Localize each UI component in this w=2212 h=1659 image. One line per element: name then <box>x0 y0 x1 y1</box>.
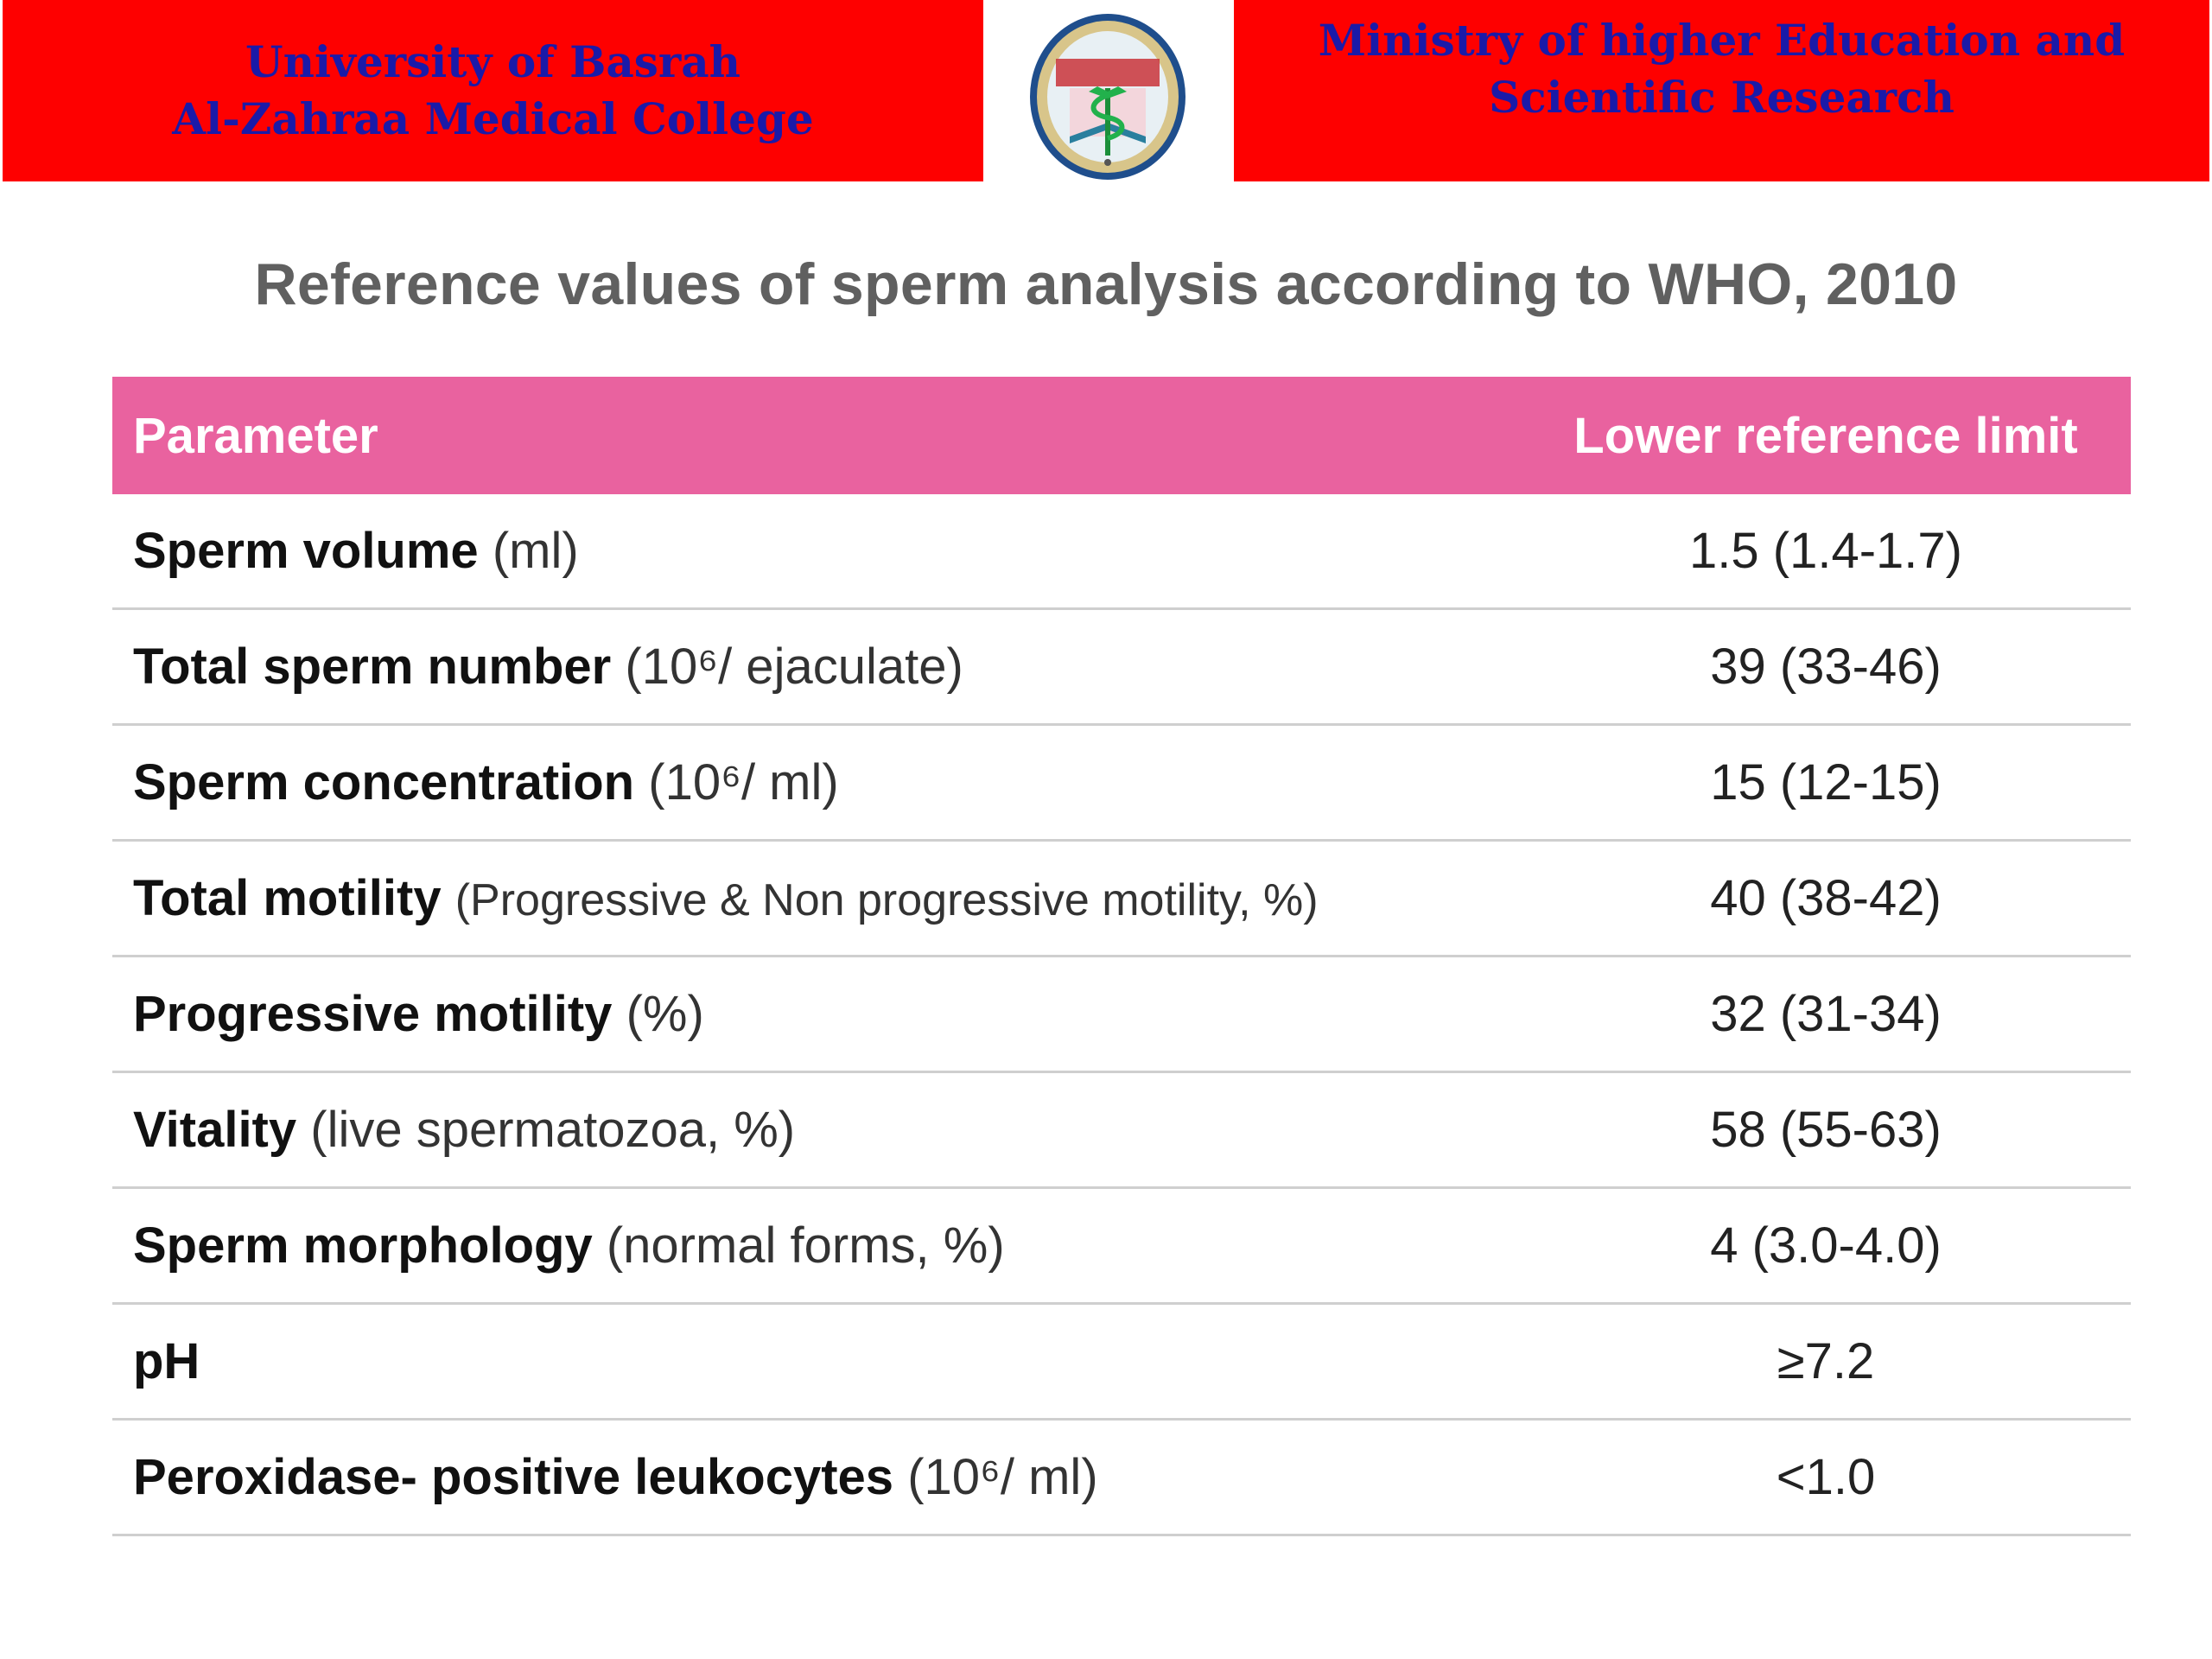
column-header-lower-limit: Lower reference limit <box>1573 407 2078 464</box>
reference-values-table: Parameter Lower reference limit Sperm vo… <box>112 377 2131 1536</box>
table-row: Vitality (live spermatozoa, %) 58 (55-63… <box>112 1073 2131 1189</box>
header-left-banner: University of Basrah Al-Zahraa Medical C… <box>3 0 983 181</box>
page-title: Reference values of sperm analysis accor… <box>254 251 1958 317</box>
parameter-unit: (10⁶/ ml) <box>648 754 839 810</box>
header-right-banner: Ministry of higher Education and Scienti… <box>1234 0 2209 181</box>
parameter-cell: Sperm morphology (normal forms, %) <box>112 1217 1529 1274</box>
parameter-cell: Total sperm number (10⁶/ ejaculate) <box>112 638 1529 696</box>
parameter-name: Total sperm number <box>133 639 612 695</box>
table-row: Sperm morphology (normal forms, %) 4 (3.… <box>112 1189 2131 1305</box>
parameter-name: Total motility <box>133 870 442 926</box>
parameter-name: Vitality <box>133 1102 297 1158</box>
parameter-unit: (live spermatozoa, %) <box>310 1102 796 1158</box>
university-name: University of Basrah <box>245 36 741 87</box>
table-row: pH ≥7.2 <box>112 1305 2131 1421</box>
parameter-unit: (%) <box>626 986 704 1042</box>
table-row: Sperm volume (ml) 1.5 (1.4-1.7) <box>112 494 2131 610</box>
parameter-cell: Sperm concentration (10⁶/ ml) <box>112 753 1529 811</box>
parameter-unit: (normal forms, %) <box>606 1217 1005 1274</box>
lower-limit-value: 40 (38-42) <box>1710 870 1942 926</box>
table-row: Peroxidase- positive leukocytes (10⁶/ ml… <box>112 1421 2131 1536</box>
parameter-name: Peroxidase- positive leukocytes <box>133 1449 894 1505</box>
lower-limit-value: 4 (3.0-4.0) <box>1710 1217 1942 1274</box>
parameter-name: Sperm volume <box>133 523 479 579</box>
lower-limit-value: <1.0 <box>1776 1449 1876 1505</box>
parameter-cell: Sperm volume (ml) <box>112 522 1529 580</box>
table-row: Sperm concentration (10⁶/ ml) 15 (12-15) <box>112 726 2131 842</box>
parameter-unit: (10⁶/ ejaculate) <box>625 639 963 695</box>
table-header-row: Parameter Lower reference limit <box>112 377 2131 494</box>
table-row: Total motility (Progressive & Non progre… <box>112 842 2131 957</box>
parameter-name: Sperm morphology <box>133 1217 593 1274</box>
lower-limit-value: 15 (12-15) <box>1710 754 1942 810</box>
ministry-name-line2: Scientific Research <box>1489 72 1955 123</box>
parameter-cell: Peroxidase- positive leukocytes (10⁶/ ml… <box>112 1448 1529 1506</box>
ministry-name-line1: Ministry of higher Education and <box>1318 15 2126 66</box>
college-name: Al-Zahraa Medical College <box>172 93 814 144</box>
table-row: Progressive motility (%) 32 (31-34) <box>112 957 2131 1073</box>
lower-limit-value: 32 (31-34) <box>1710 986 1942 1042</box>
parameter-cell: Vitality (live spermatozoa, %) <box>112 1101 1529 1159</box>
lower-limit-value: 1.5 (1.4-1.7) <box>1689 523 1962 579</box>
lower-limit-value: 39 (33-46) <box>1710 639 1942 695</box>
parameter-unit: (ml) <box>492 523 579 579</box>
parameter-name: Progressive motility <box>133 986 613 1042</box>
lower-limit-value: 58 (55-63) <box>1710 1102 1942 1158</box>
parameter-name: pH <box>133 1333 200 1389</box>
parameter-cell: Progressive motility (%) <box>112 985 1529 1043</box>
parameter-unit: (10⁶/ ml) <box>907 1449 1098 1505</box>
college-seal-logo <box>1030 14 1185 180</box>
parameter-name: Sperm concentration <box>133 754 635 810</box>
parameter-cell: pH <box>112 1332 1529 1390</box>
lower-limit-value: ≥7.2 <box>1777 1333 1875 1389</box>
column-header-parameter: Parameter <box>133 407 378 464</box>
parameter-cell: Total motility (Progressive & Non progre… <box>112 869 1529 927</box>
table-row: Total sperm number (10⁶/ ejaculate) 39 (… <box>112 610 2131 726</box>
parameter-unit: (Progressive & Non progressive motility,… <box>454 875 1319 925</box>
